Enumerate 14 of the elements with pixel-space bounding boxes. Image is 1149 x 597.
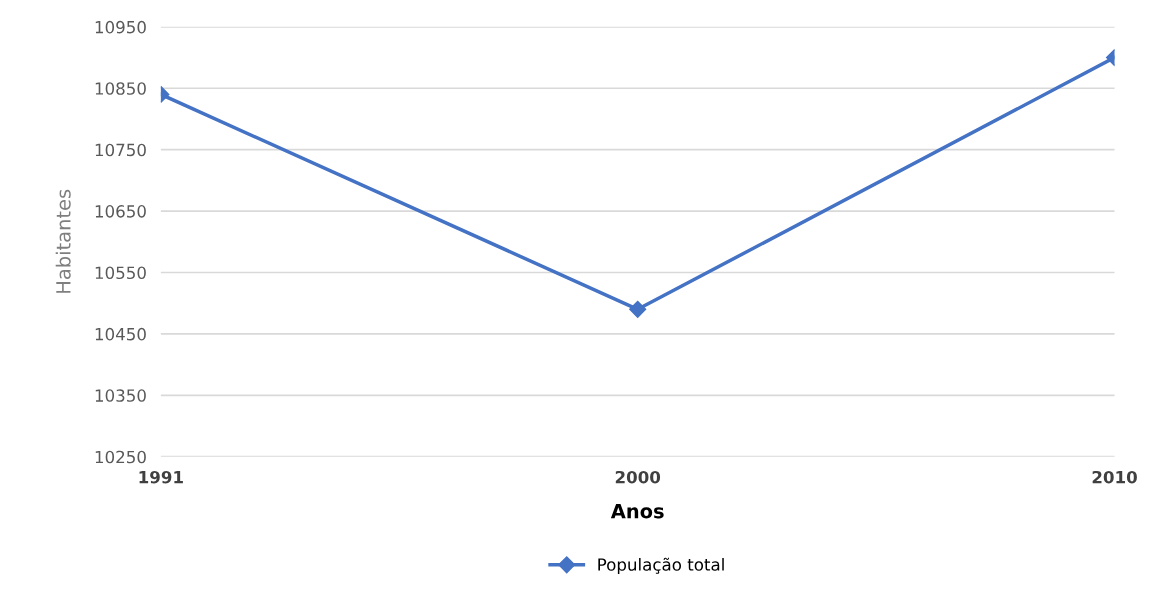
x-tick-label: 2010 bbox=[1092, 470, 1137, 484]
y-tick-label: 10750 bbox=[95, 143, 146, 157]
y-tick-label: 10650 bbox=[95, 205, 146, 218]
y-tick-label: 10250 bbox=[95, 450, 146, 464]
y-tick-label: 10950 bbox=[95, 20, 146, 34]
y-tick-label: 10550 bbox=[95, 266, 146, 280]
y-tick-label: 10450 bbox=[95, 327, 146, 341]
y-axis-title: Habitantes bbox=[55, 189, 71, 293]
legend-label: População total bbox=[598, 557, 724, 575]
y-tick-label: 10350 bbox=[95, 389, 146, 402]
x-tick-label: 2000 bbox=[615, 470, 661, 484]
x-axis-title: Anos bbox=[610, 503, 664, 519]
x-tick-label: 1991 bbox=[139, 470, 183, 484]
y-tick-label: 10850 bbox=[95, 82, 146, 95]
